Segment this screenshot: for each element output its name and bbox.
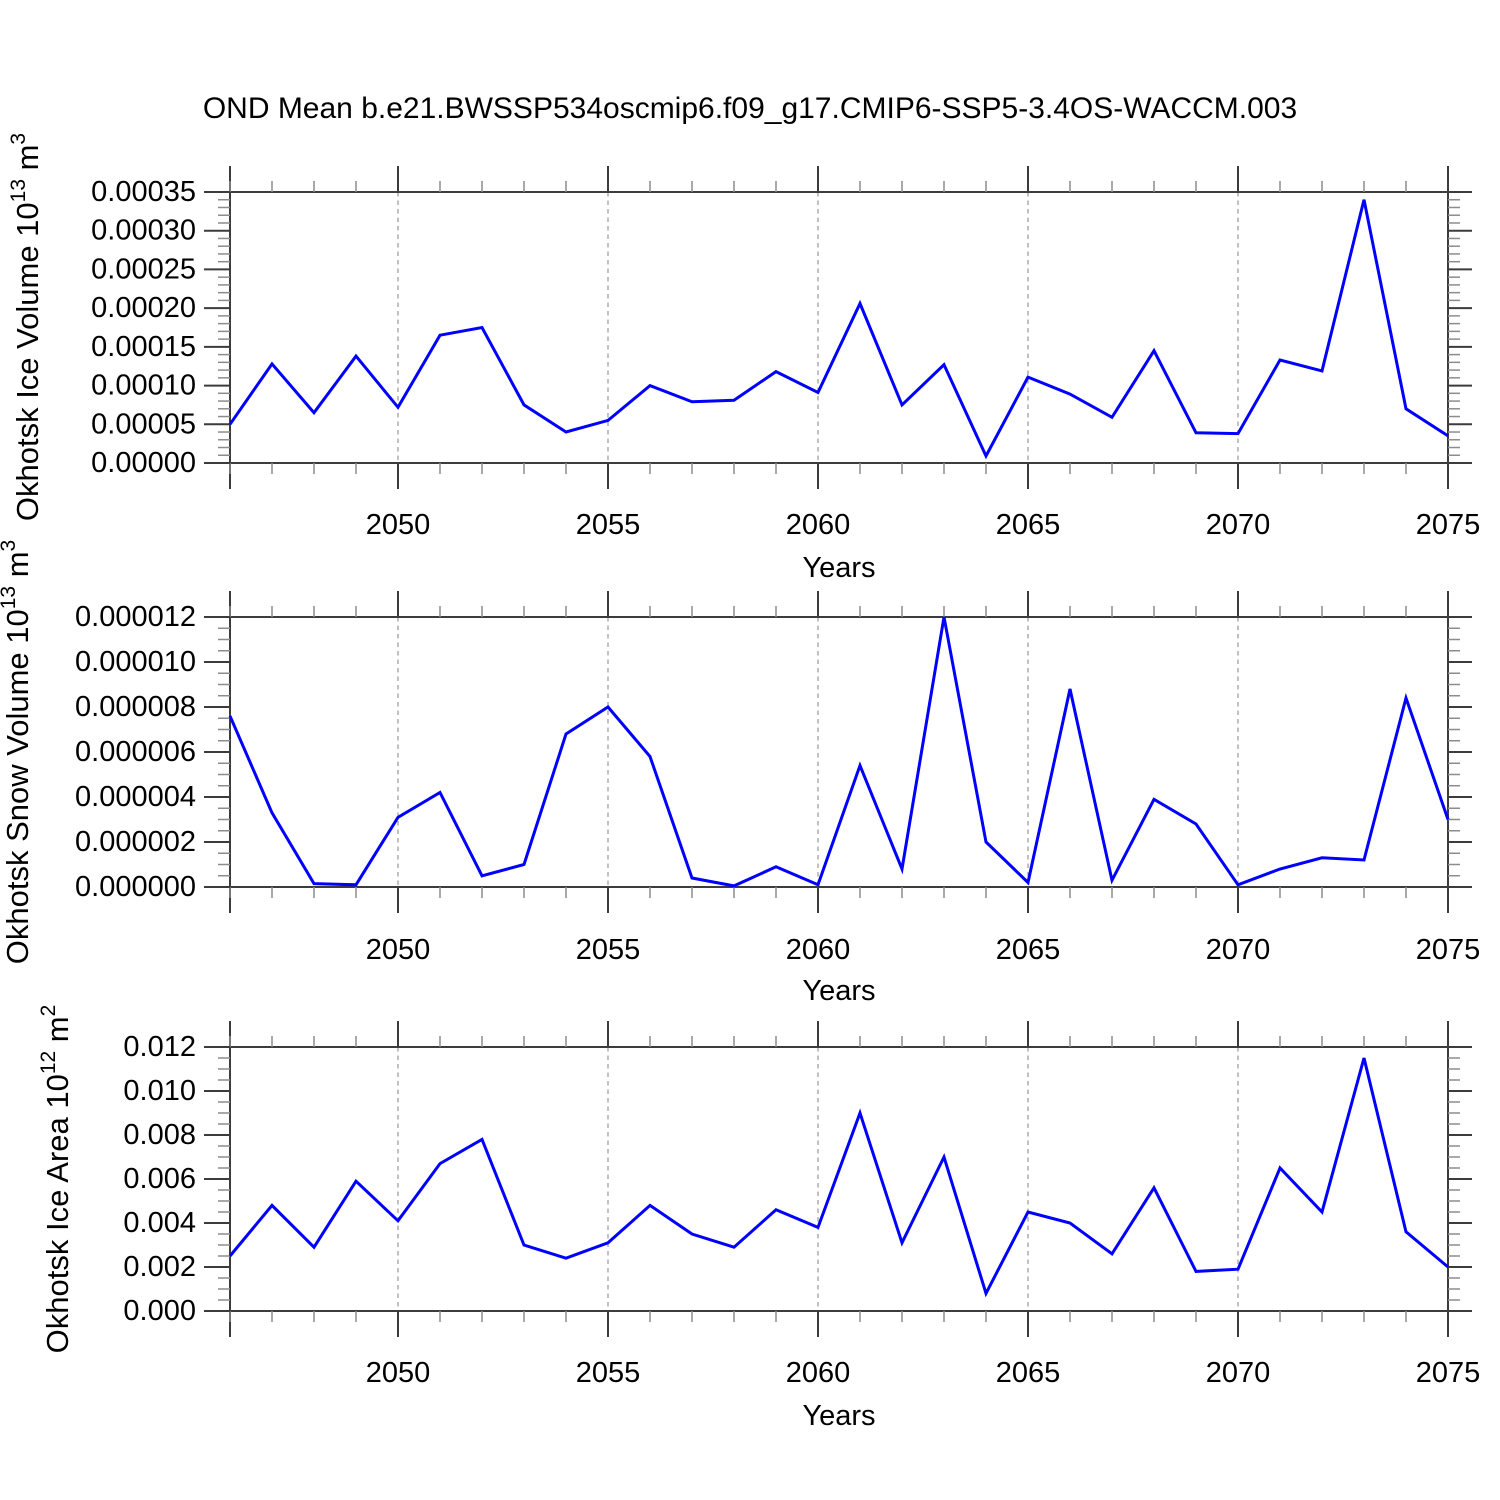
y-axis-title-unit: m (40, 1016, 75, 1050)
y-tick-label: 0.00025 (91, 253, 196, 285)
x-tick-label: 2055 (576, 1357, 641, 1389)
panel-ice-area: Okhotsk Ice Area 1012 m2 Years 2050 2055 2… (37, 1005, 1480, 1432)
panel-ice-volume: Okhotsk Ice Volume 1013 m3 Years 2050 205… (7, 133, 1480, 584)
x-tick-label: 2055 (576, 509, 641, 541)
x-tick-label: 2065 (996, 509, 1061, 541)
plot-area-snow-volume: 2050 2055 2060 2065 2070 2075 0.000000 0.000002… (75, 591, 1480, 966)
x-tick-label: 2055 (576, 934, 641, 966)
plot-area-ice-area: 2050 2055 2060 2065 2070 2075 0.000 0.002 0.004 0… (123, 1021, 1480, 1389)
data-line (228, 199, 1449, 460)
x-axis-title: Years (802, 975, 875, 1007)
y-tick-label: 0.012 (123, 1031, 196, 1063)
y-axis-title-ice-area: Okhotsk Ice Area 1012 m2 (37, 1005, 75, 1354)
y-axis-title-text: Okhotsk Ice Volume 10 (10, 202, 45, 521)
x-tick-label: 2050 (366, 1357, 431, 1389)
x-axis-title: Years (802, 1400, 875, 1432)
y-axis-title-text: Okhotsk Snow Volume 10 (0, 609, 35, 964)
x-tick-label: 2065 (996, 1357, 1061, 1389)
data-line (228, 616, 1450, 888)
y-axis-title-exp: 12 (37, 1051, 60, 1074)
y-tick-label: 0.008 (123, 1119, 196, 1151)
x-tick-label: 2060 (786, 1357, 851, 1389)
x-tick-label: 2075 (1416, 509, 1481, 541)
y-axis-title-snow-volume: Okhotsk Snow Volume 1013 m3 (0, 540, 35, 964)
y-tick-label: 0.00000 (91, 447, 196, 479)
x-tick-label: 2060 (786, 934, 851, 966)
x-axis-title: Years (802, 552, 875, 584)
y-axis-title-exp: 13 (7, 179, 30, 202)
x-tick-label: 2075 (1416, 934, 1481, 966)
x-tick-label: 2060 (786, 509, 851, 541)
y-tick-label: 0.000000 (75, 871, 196, 903)
y-tick-label: 0.00005 (91, 408, 196, 440)
y-tick-label: 0.002 (123, 1251, 196, 1283)
x-tick-label: 2070 (1206, 509, 1271, 541)
y-axis-title-exp: 13 (0, 586, 20, 609)
y-axis-title-unit: m (10, 145, 45, 179)
x-tick-label: 2065 (996, 934, 1061, 966)
y-axis-title-unit: m (0, 551, 35, 585)
x-tick-label: 2050 (366, 509, 431, 541)
y-tick-label: 0.000 (123, 1295, 196, 1327)
x-tick-label: 2075 (1416, 1357, 1481, 1389)
x-tick-label: 2050 (366, 934, 431, 966)
y-tick-label: 0.006 (123, 1163, 196, 1195)
figure-title: OND Mean b.e21.BWSSP534oscmip6.f09_g17.C… (203, 92, 1297, 125)
y-tick-label: 0.004 (123, 1207, 196, 1239)
data-line (228, 1057, 1449, 1298)
y-tick-label: 0.00015 (91, 331, 196, 363)
y-axis-title-text: Okhotsk Ice Area 10 (40, 1074, 75, 1353)
y-tick-label: 0.00010 (91, 370, 196, 402)
y-tick-label: 0.010 (123, 1075, 196, 1107)
y-tick-label: 0.000010 (75, 646, 196, 678)
y-tick-label: 0.000002 (75, 826, 196, 858)
y-tick-label: 0.000004 (75, 781, 196, 813)
y-tick-label: 0.00035 (91, 176, 196, 208)
y-axis-title-unit-exp: 3 (0, 540, 20, 552)
plot-area-ice-volume: 2050 2055 2060 2065 2070 2075 0.00000 0.00005 0.… (91, 166, 1480, 541)
y-axis-title-ice-volume: Okhotsk Ice Volume 1013 m3 (7, 133, 45, 521)
y-tick-label: 0.000008 (75, 691, 196, 723)
y-tick-label: 0.00020 (91, 292, 196, 324)
y-axis-title-unit-exp: 3 (7, 133, 30, 145)
x-tick-label: 2070 (1206, 934, 1271, 966)
panel-snow-volume: Okhotsk Snow Volume 1013 m3 Years 205020… (0, 540, 1480, 1007)
y-tick-label: 0.000006 (75, 736, 196, 768)
y-axis-title-unit-exp: 2 (37, 1005, 60, 1017)
x-tick-label: 2070 (1206, 1357, 1271, 1389)
y-tick-label: 0.000012 (75, 601, 196, 633)
y-tick-label: 0.00030 (91, 215, 196, 247)
